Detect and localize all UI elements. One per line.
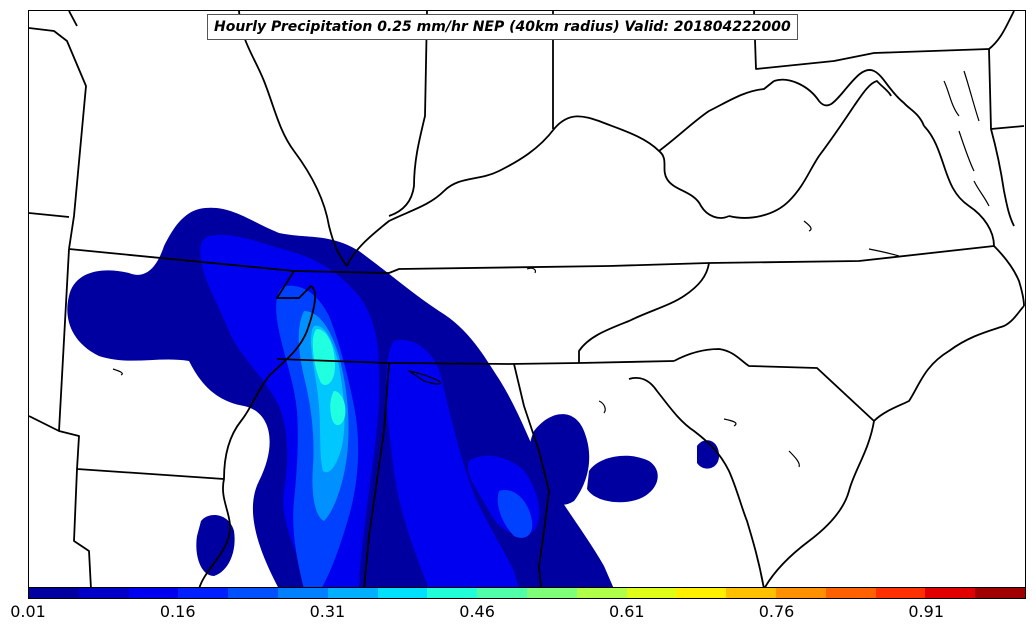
lake-5 xyxy=(803,220,812,232)
precip-contour-level1-east xyxy=(529,414,590,505)
coastline-southeast xyxy=(764,305,1025,587)
lake-1 xyxy=(408,370,441,385)
colorbar-tick-label: 0.31 xyxy=(309,602,346,621)
map-title: Hourly Precipitation 0.25 mm/hr NEP (40k… xyxy=(207,14,798,40)
state-boundaries xyxy=(29,11,1025,587)
boundary-mo-il xyxy=(238,11,348,267)
precip-contour-level2-b xyxy=(386,340,519,587)
colorbar xyxy=(28,587,1026,599)
colorbar-swatch xyxy=(277,588,328,598)
boundary-ky-va xyxy=(578,262,710,363)
colorbar-swatch xyxy=(128,588,179,598)
colorbar-swatch xyxy=(29,588,79,598)
boundary-mississippi xyxy=(198,270,316,587)
boundary-nc-sc xyxy=(673,348,875,422)
boundary-mo-ks xyxy=(29,27,87,250)
boundary-oh-wv xyxy=(658,80,775,152)
lake-2 xyxy=(868,248,900,257)
colorbar-swatch xyxy=(825,588,876,598)
map-area xyxy=(28,10,1026,588)
colorbar-swatch xyxy=(477,588,527,598)
colorbar-swatch xyxy=(626,588,677,598)
coastline-nc-sounds xyxy=(993,245,1025,307)
precip-contour-level6 xyxy=(312,329,335,386)
boundary-pa-md xyxy=(753,11,990,70)
colorbar-tick-label: 0.46 xyxy=(459,602,495,621)
boundary-de xyxy=(988,48,1025,130)
colorbar-swatch xyxy=(925,588,976,598)
boundary-ohio-river xyxy=(346,115,730,267)
colorbar-swatch xyxy=(775,588,826,598)
coastline-chesapeake xyxy=(923,125,995,247)
boundary-mo-ar xyxy=(68,248,295,272)
boundary-ms-al xyxy=(363,362,390,587)
boundary-wv-va xyxy=(728,80,892,219)
colorbar-swatch xyxy=(327,588,378,598)
colorbar-swatch xyxy=(676,588,727,598)
boundary-wv-md xyxy=(773,69,925,127)
boundary-ga-sc xyxy=(628,377,765,587)
boundary-va-nc xyxy=(708,245,995,264)
colorbar-tick-label: 0.16 xyxy=(159,602,196,621)
boundary-il-in xyxy=(388,11,428,217)
colorbar-swatch xyxy=(178,588,229,598)
boundary-ar-la xyxy=(73,468,92,587)
boundary-al-ga xyxy=(513,363,550,587)
colorbar-swatch xyxy=(78,588,129,598)
map-canvas xyxy=(29,11,1025,587)
boundary-ks-ok xyxy=(29,212,70,218)
colorbar-ticks: 0.01 0.16 0.31 0.46 0.61 0.76 0.91 xyxy=(10,600,1026,630)
lake-3 xyxy=(598,400,606,414)
coastline-delmarva xyxy=(990,128,1015,227)
colorbar-tick-label: 0.76 xyxy=(758,602,795,621)
bay-fragments xyxy=(943,70,990,207)
boundary-tx xyxy=(58,430,225,480)
precip-contour-level3-b xyxy=(497,490,533,538)
colorbar-tick-label: 0.01 xyxy=(10,602,46,621)
colorbar-swatch xyxy=(228,588,278,598)
boundary-ky-tn xyxy=(293,262,710,274)
colorbar-swatch xyxy=(875,588,926,598)
precip-contour-level1-sc xyxy=(697,440,719,469)
colorbar-swatch xyxy=(377,588,428,598)
precip-contour-level1-ga xyxy=(587,455,658,503)
colorbar-swatch xyxy=(576,588,627,598)
precip-contour-level1-la xyxy=(196,515,235,576)
colorbar-swatch xyxy=(526,588,577,598)
lake-4 xyxy=(723,418,737,427)
colorbar-tick-label: 0.91 xyxy=(908,602,944,621)
colorbar-swatch xyxy=(726,588,776,598)
boundary-tn-south xyxy=(276,358,675,365)
lake-6 xyxy=(526,267,537,274)
lake-7 xyxy=(112,368,123,376)
precip-contour-level6-b xyxy=(330,391,346,426)
colorbar-swatch xyxy=(427,588,478,598)
boundary-ia-mo xyxy=(68,11,78,27)
colorbar-swatch xyxy=(975,588,1025,598)
lake-8 xyxy=(788,450,800,468)
coastline-nj xyxy=(988,11,1015,50)
colorbar-tick-label: 0.61 xyxy=(608,602,645,621)
boundary-ok-ar xyxy=(29,248,70,432)
